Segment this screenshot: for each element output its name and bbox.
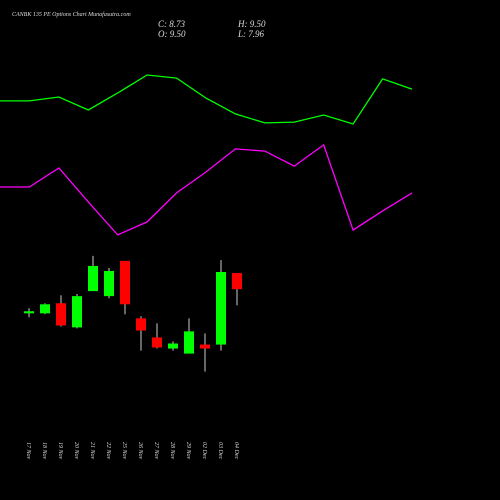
x-tick-label: 28 Nov [169,442,175,460]
x-tick-label: 02 Dec [201,442,207,459]
candle-body [40,304,50,314]
candle-body [24,311,34,314]
candle-body [184,331,194,354]
x-tick-label: 20 Nov [73,442,79,460]
x-tick-label: 27 Nov [153,442,159,460]
x-tick-label: 26 Nov [137,442,143,460]
candle-body [88,265,98,292]
candle-body [232,273,242,290]
x-tick-label: 29 Nov [185,442,191,460]
x-tick-label: 21 Nov [89,442,95,460]
high-label: H: 9.50 [237,19,266,29]
x-tick-label: 03 Dec [217,442,223,459]
candle-body [120,260,130,305]
chart-title: CANBK 135 PE Options Chart Munafasutra.c… [12,11,131,18]
x-tick-label: 17 Nov [25,442,31,460]
candle-body [200,344,210,349]
low-label: L: 7.96 [237,29,265,39]
close-label: C: 8.73 [158,19,186,29]
x-tick-label: 25 Nov [121,442,127,460]
x-tick-label: 19 Nov [57,442,63,460]
x-tick-label: 22 Nov [105,442,111,460]
candle-body [56,303,66,326]
candle-body [136,318,146,331]
candle-body [104,270,114,297]
x-tick-label: 18 Nov [41,442,47,460]
open-label: O: 9.50 [158,29,186,39]
indicator-line [0,74,413,125]
indicator-line [0,143,413,236]
candle-body [216,272,226,345]
candle-body [168,343,178,349]
candle-body [72,296,82,328]
candle-body [152,337,162,348]
x-tick-label: 04 Dec [233,442,240,459]
